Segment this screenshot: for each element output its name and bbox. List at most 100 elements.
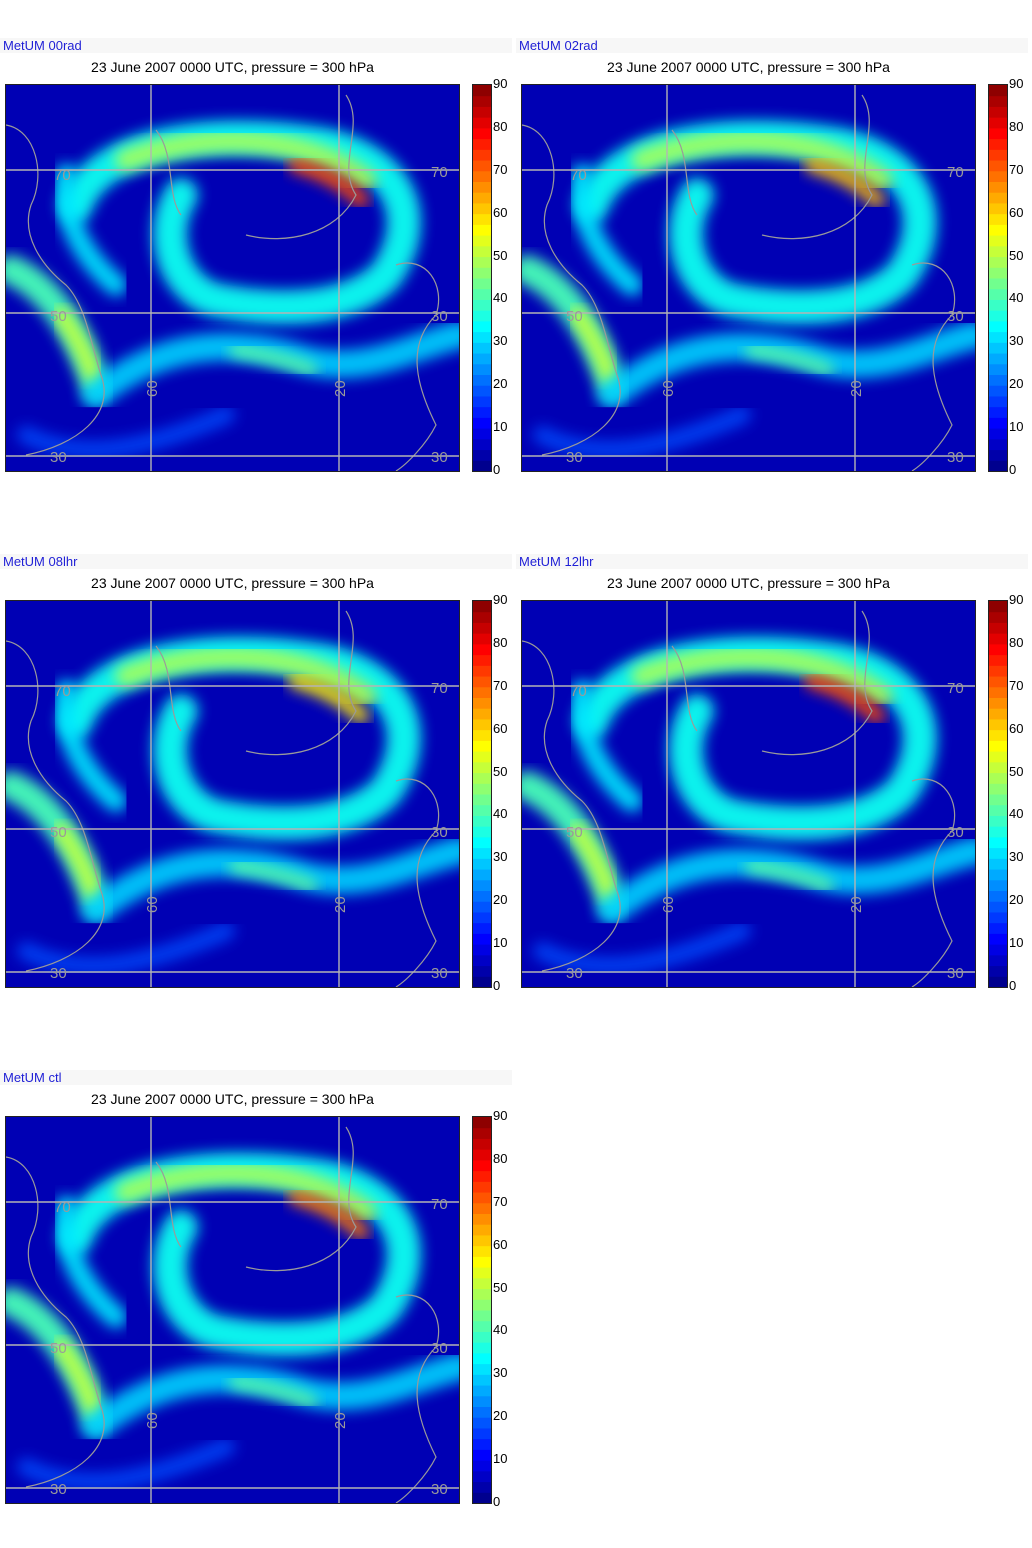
- plot-title: 23 June 2007 0000 UTC, pressure = 300 hP…: [607, 59, 890, 75]
- wind-speed-map: 70 70 50 30 30 30 60 20: [521, 84, 976, 472]
- jet-branch: [570, 164, 643, 296]
- colorbar: [472, 600, 492, 988]
- colorbar-tick-label: 70: [493, 677, 508, 693]
- colorbar-tick-label: 30: [493, 1365, 508, 1381]
- plot-title: 23 June 2007 0000 UTC, pressure = 300 hP…: [91, 59, 374, 75]
- colorbar-tick-label: 70: [1009, 677, 1024, 693]
- colorbar-tick-label: 10: [493, 1451, 508, 1467]
- latitude-label: 30: [431, 824, 448, 841]
- latitude-label: 30: [431, 449, 448, 466]
- jet-branch: [54, 680, 127, 812]
- colorbar-tick-label: 80: [1009, 634, 1024, 650]
- latitude-label: 30: [50, 1481, 67, 1498]
- wind-speed-map: 70 70 50 30 30 30 60 20: [5, 600, 460, 988]
- colorbar-tick-label: 60: [493, 720, 508, 736]
- jet-maximum: [288, 673, 369, 724]
- longitude-label: 60: [660, 896, 677, 913]
- panel-header: MetUM ctl: [0, 1070, 512, 1085]
- jet-west-core: [53, 1339, 102, 1417]
- colorbar-tick-label: 50: [493, 247, 508, 263]
- jet-south-core: [229, 343, 318, 377]
- colorbar-tick-label: 90: [1009, 76, 1024, 91]
- colorbar-tick-label: 30: [1009, 849, 1024, 865]
- jet-branch: [570, 680, 643, 812]
- colorbar: [472, 1116, 492, 1504]
- jet-core: [115, 130, 377, 191]
- latitude-label: 70: [431, 680, 448, 697]
- colorbar-tick-label: 10: [1009, 419, 1024, 435]
- jet-south-weak: [533, 922, 751, 975]
- wind-speed-map: 70 70 50 30 30 30 60 20: [5, 84, 460, 472]
- colorbar-tick-label: 80: [493, 118, 508, 134]
- colorbar-tick-label: 60: [493, 1236, 508, 1252]
- colorbar-tick-label: 20: [493, 376, 508, 392]
- latitude-label: 70: [54, 167, 71, 184]
- colorbar-tick-label: 80: [1009, 118, 1024, 134]
- colorbar-tick-label: 40: [493, 806, 508, 822]
- jet-west-core: [53, 823, 102, 901]
- jet-west-core: [569, 307, 618, 385]
- colorbar: [472, 84, 492, 472]
- longitude-label: 20: [332, 1412, 349, 1429]
- jet-south-core: [229, 1375, 318, 1409]
- panel-header: MetUM 08lhr: [0, 554, 512, 569]
- longitude-label: 20: [848, 896, 865, 913]
- colorbar-tick-label: 0: [493, 978, 501, 993]
- chart-panel: MetUM 08lhr 23 June 2007 0000 UTC, pressu…: [0, 516, 516, 1016]
- panel-header: MetUM 12lhr: [516, 554, 1028, 569]
- colorbar-tick-label: 20: [1009, 892, 1024, 908]
- colorbar: [988, 84, 1008, 472]
- longitude-label: 60: [660, 380, 677, 397]
- colorbar-tick-label: 20: [1009, 376, 1024, 392]
- colorbar-tick-label: 90: [493, 76, 508, 91]
- colorbar-tick-label: 10: [1009, 935, 1024, 951]
- jet-branch: [54, 164, 127, 296]
- jet-maximum: [288, 1189, 369, 1240]
- jet-maximum: [804, 157, 885, 208]
- longitude-label: 20: [848, 380, 865, 397]
- colorbar-tick-label: 80: [493, 634, 508, 650]
- model-label: MetUM 02rad: [519, 38, 598, 53]
- colorbar-tick-label: 50: [1009, 763, 1024, 779]
- colorbar-tick-label: 90: [493, 592, 508, 607]
- jet-south-weak: [533, 406, 751, 459]
- colorbar-tick-label: 60: [1009, 204, 1024, 220]
- colorbar-tick-label: 0: [1009, 462, 1017, 477]
- latitude-label: 70: [431, 164, 448, 181]
- jet-branch: [54, 1196, 127, 1328]
- colorbar-tick-label: 70: [493, 161, 508, 177]
- colorbar-tick-label: 90: [1009, 592, 1024, 607]
- jet-west-core: [569, 823, 618, 901]
- model-label: MetUM 00rad: [3, 38, 82, 53]
- colorbar-tick-label: 80: [493, 1150, 508, 1166]
- colorbar-tick-label: 10: [493, 935, 508, 951]
- latitude-label: 70: [431, 1196, 448, 1213]
- longitude-label: 20: [332, 896, 349, 913]
- latitude-label: 70: [570, 167, 587, 184]
- latitude-label: 50: [50, 1340, 67, 1357]
- latitude-label: 30: [947, 965, 964, 982]
- colorbar-tick-label: 0: [1009, 978, 1017, 993]
- coastline: [522, 94, 956, 471]
- chart-panel: MetUM ctl 23 June 2007 0000 UTC, pressure…: [0, 1032, 516, 1532]
- latitude-label: 30: [50, 449, 67, 466]
- latitude-label: 50: [50, 824, 67, 841]
- latitude-label: 30: [947, 449, 964, 466]
- colorbar-tick-label: 40: [493, 290, 508, 306]
- colorbar-tick-label: 70: [1009, 161, 1024, 177]
- plot-title: 23 June 2007 0000 UTC, pressure = 300 hP…: [607, 575, 890, 591]
- colorbar-tick-label: 90: [493, 1108, 508, 1123]
- latitude-label: 30: [431, 965, 448, 982]
- jet-core: [115, 1162, 377, 1223]
- latitude-label: 50: [50, 308, 67, 325]
- jet-south-core: [745, 343, 834, 377]
- jet-maximum: [288, 157, 369, 208]
- jet-south-weak: [17, 1438, 235, 1491]
- colorbar-tick-label: 40: [493, 1322, 508, 1338]
- latitude-label: 70: [54, 1199, 71, 1216]
- colorbar-tick-label: 50: [493, 1279, 508, 1295]
- longitude-label: 20: [332, 380, 349, 397]
- jet-south-weak: [17, 922, 235, 975]
- latitude-label: 50: [566, 308, 583, 325]
- colorbar-tick-label: 30: [493, 333, 508, 349]
